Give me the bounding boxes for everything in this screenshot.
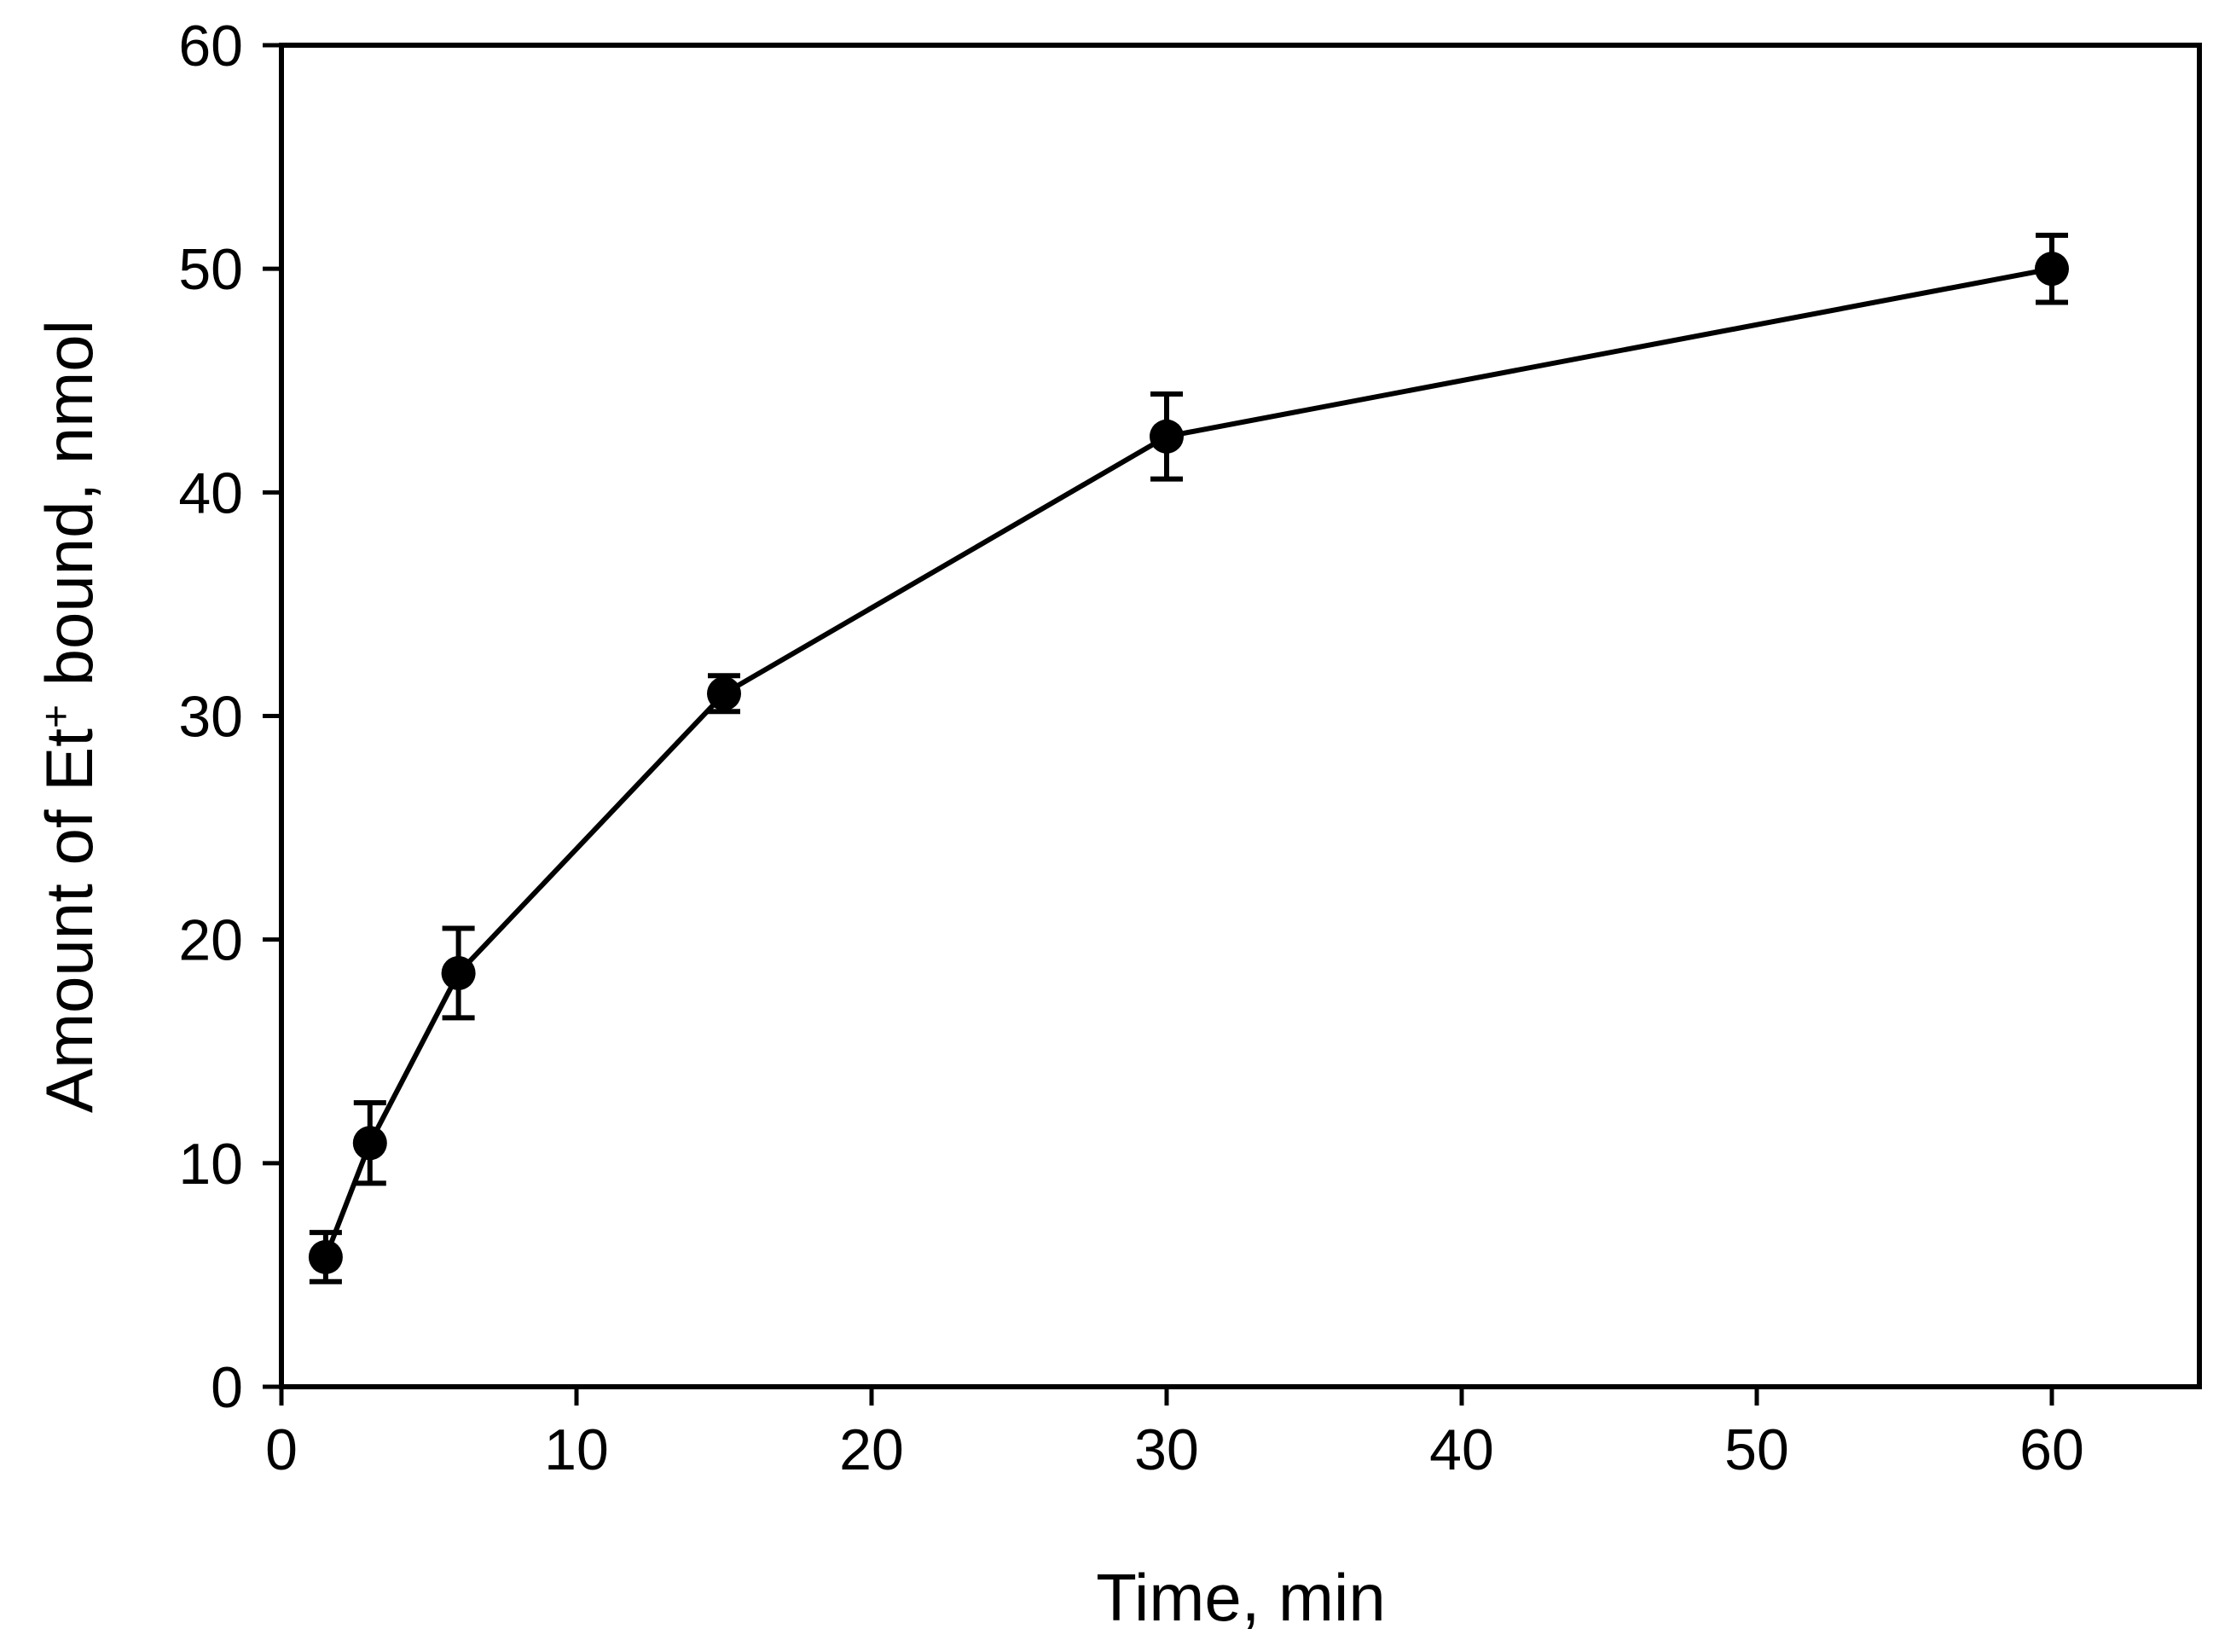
x-tick-label: 60 <box>2019 1417 2084 1482</box>
x-tick-label: 50 <box>1724 1417 1789 1482</box>
y-axis-title-suffix: bound, nmol <box>32 320 107 704</box>
data-point <box>707 676 741 711</box>
y-tick-label: 20 <box>178 908 243 973</box>
plot-frame <box>279 43 2202 1389</box>
y-axis-ticks: 0 10 20 30 40 50 60 <box>178 14 281 1420</box>
y-axis-title: Amount of Et+ bound, nmol <box>32 320 107 1113</box>
x-tick-label: 30 <box>1134 1417 1199 1482</box>
y-tick-label: 60 <box>178 14 243 78</box>
x-tick-label: 0 <box>265 1417 298 1482</box>
series-line <box>323 266 2053 1259</box>
y-tick-label: 0 <box>211 1355 243 1420</box>
y-tick-label: 40 <box>178 461 243 525</box>
y-axis-title-superscript: + <box>34 704 79 728</box>
y-tick-label: 30 <box>178 685 243 750</box>
data-point <box>2035 252 2069 287</box>
x-axis-ticks: 0 10 20 30 40 50 60 <box>265 1387 2084 1482</box>
series-layer <box>308 232 2069 1284</box>
y-tick-label: 10 <box>178 1132 243 1197</box>
x-axis-title: Time, min <box>1096 1560 1385 1635</box>
x-tick-label: 20 <box>839 1417 904 1482</box>
x-tick-label: 10 <box>544 1417 609 1482</box>
y-tick-label: 50 <box>178 237 243 302</box>
y-axis-title-prefix: Amount of Et <box>32 728 107 1113</box>
data-point <box>352 1126 387 1161</box>
data-point <box>308 1239 343 1274</box>
x-tick-label: 40 <box>1429 1417 1494 1482</box>
data-point <box>441 955 476 990</box>
data-point <box>1150 419 1184 454</box>
